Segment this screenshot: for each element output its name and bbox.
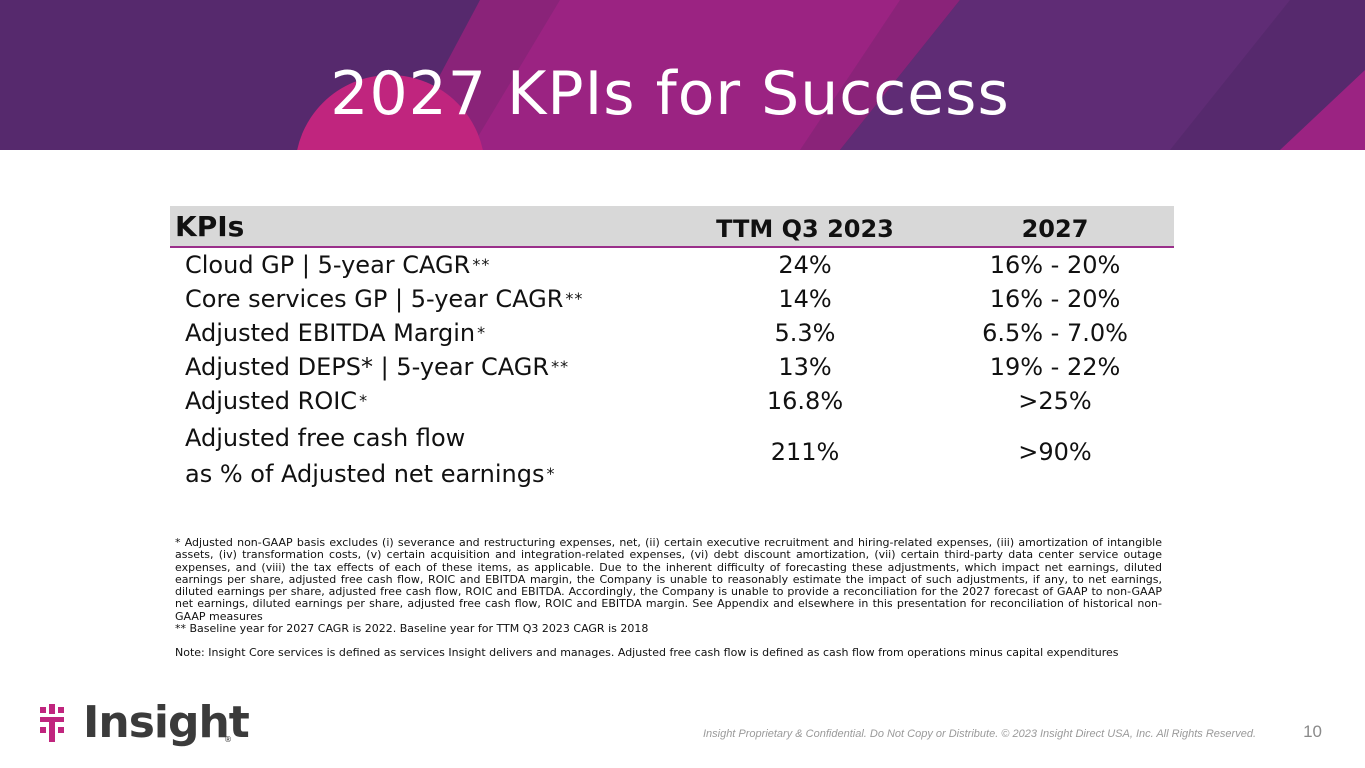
kpi-target-value: 16% - 20% [989, 285, 1121, 313]
footnotes: * Adjusted non-GAAP basis excludes (i) s… [175, 536, 1162, 660]
table-header: KPIs TTM Q3 2023 2027 [170, 206, 1174, 248]
kpi-name: Adjusted DEPS* | 5-year CAGR ** [185, 353, 570, 381]
footnote-definitions: Note: Insight Core services is defined a… [175, 646, 1119, 660]
kpi-table: KPIs TTM Q3 2023 2027 Cloud GP | 5-year … [170, 206, 1174, 498]
kpi-ttm-value: 5.3% [774, 319, 836, 347]
header-kpis: KPIs [175, 210, 245, 243]
insight-wordmark: Insight [83, 697, 250, 748]
footnote-baseline: ** Baseline year for 2027 CAGR is 2022. … [175, 622, 649, 636]
kpi-target-value: 19% - 22% [989, 353, 1121, 381]
table-row: Core services GP | 5-year CAGR ** 14% 16%… [170, 282, 1174, 316]
kpi-name: Cloud GP | 5-year CAGR ** [185, 251, 491, 279]
kpi-name: Adjusted EBITDA Margin * [185, 319, 487, 347]
kpi-name: Adjusted free cash flow as % of Adjusted… [185, 424, 556, 488]
kpi-ttm-value: 14% [778, 285, 832, 313]
page-number: 10 [1303, 722, 1322, 741]
table-row: Adjusted free cash flow as % of Adjusted… [170, 418, 1174, 498]
footnote-adjusted: * Adjusted non-GAAP basis excludes (i) s… [175, 536, 1162, 623]
table-row: Adjusted EBITDA Margin * 5.3% 6.5% - 7.0% [170, 316, 1174, 350]
kpi-ttm-value: 211% [770, 438, 840, 466]
slide-title: 2027 KPIs for Success [330, 59, 1010, 129]
table-row: Cloud GP | 5-year CAGR ** 24% 16% - 20% [170, 248, 1174, 282]
kpi-ttm-value: 16.8% [766, 387, 844, 415]
kpi-target-value: 6.5% - 7.0% [982, 319, 1128, 347]
title-banner: 2027 KPIs for Success [0, 0, 1365, 150]
registered-mark: ® [224, 735, 232, 744]
kpi-target-value: >90% [1018, 438, 1092, 466]
kpi-target-value: >25% [1018, 387, 1092, 415]
confidential-notice: Insight Proprietary & Confidential. Do N… [702, 728, 1256, 740]
kpi-ttm-value: 13% [778, 353, 832, 381]
table-row: Adjusted ROIC * 16.8% >25% [170, 384, 1174, 418]
header-ttm: TTM Q3 2023 [716, 215, 894, 243]
kpi-target-value: 16% - 20% [989, 251, 1121, 279]
banner-graphic [0, 0, 1365, 150]
header-2027: 2027 [1021, 215, 1089, 243]
kpi-ttm-value: 24% [778, 251, 832, 279]
kpi-name: Adjusted ROIC * [185, 387, 369, 415]
insight-logo: Insight ® [37, 697, 250, 748]
table-row: Adjusted DEPS* | 5-year CAGR ** 13% 19% -… [170, 350, 1174, 384]
insight-mark-icon [40, 704, 64, 742]
kpi-name: Core services GP | 5-year CAGR ** [185, 285, 584, 313]
